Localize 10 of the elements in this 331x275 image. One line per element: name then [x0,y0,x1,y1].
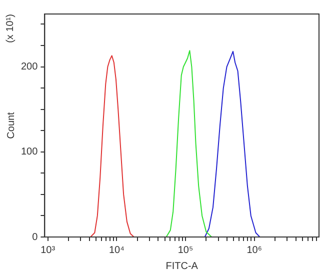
x-tick-label: 10⁴ [108,244,124,256]
x-tick-label: 10³ [40,244,56,256]
y-axis-title: Count [6,112,17,139]
text: (x 10¹) [4,14,16,43]
x-axis-title: FITC-A [166,260,198,272]
y-tick-label: 100 [20,146,38,158]
y-tick-label: 200 [20,62,38,73]
y-tick-label: 0 [32,232,38,243]
x-tick-label: 10⁶ [246,244,262,256]
x-tick-label: 10⁵ [178,244,194,256]
